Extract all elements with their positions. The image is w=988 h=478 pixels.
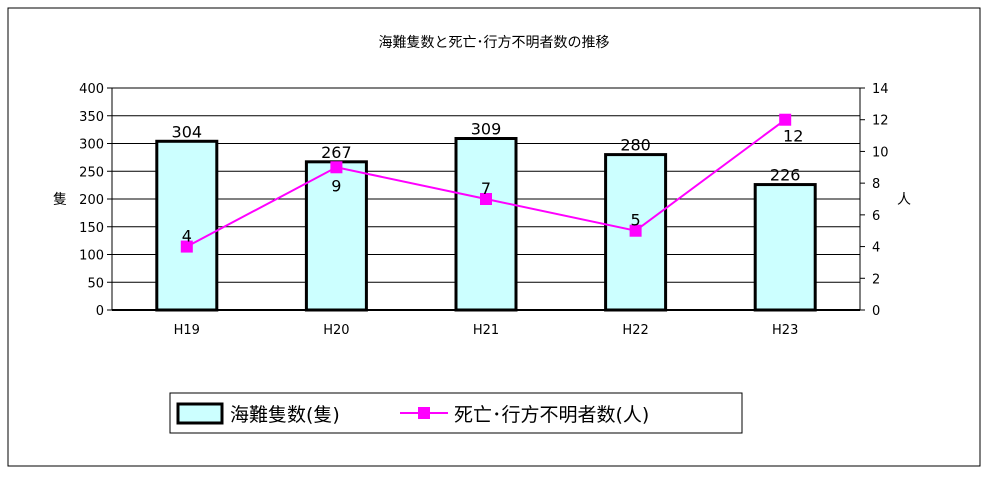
line-data-label: 9 — [331, 176, 341, 195]
y-tick-label: 150 — [79, 221, 104, 236]
y2-tick-label: 12 — [872, 114, 889, 129]
x-tick-label: H21 — [473, 323, 499, 338]
y-axis-label: 隻 — [53, 192, 67, 208]
y-tick-label: 400 — [79, 82, 104, 97]
legend-bar-swatch — [176, 402, 224, 425]
y2-tick-label: 8 — [872, 177, 880, 192]
y-tick-label: 100 — [79, 249, 104, 264]
y2-axis-label: 人 — [897, 192, 911, 208]
line-marker — [779, 113, 792, 126]
y2-tick-label: 4 — [872, 241, 880, 256]
line-data-label: 7 — [481, 179, 491, 198]
bar-data-label: 267 — [321, 143, 352, 162]
x-tick-label: H20 — [323, 323, 349, 338]
y-tick-label: 50 — [87, 276, 104, 291]
bar-data-label: 309 — [471, 120, 502, 139]
y-tick-label: 350 — [79, 110, 104, 125]
legend-line-marker — [418, 407, 430, 419]
line-marker — [180, 240, 193, 253]
line-marker — [330, 161, 343, 174]
y2-tick-label: 2 — [872, 272, 880, 287]
plot-area: 0 50 100 150 200 250 300 350 400 0 2 4 6 8 10 12 14 304 26… — [79, 82, 888, 338]
line-data-label: 12 — [783, 127, 803, 146]
y-tick-label: 0 — [96, 304, 104, 319]
line-marker — [480, 193, 492, 205]
bar-data-label: 304 — [172, 122, 203, 141]
y2-tick-label: 10 — [872, 145, 889, 160]
y2-tick-label: 14 — [872, 82, 889, 97]
y-tick-label: 300 — [79, 138, 104, 153]
bar-data-label: 280 — [620, 136, 651, 155]
bar-data-label: 226 — [770, 166, 801, 185]
y2-tick-label: 0 — [872, 304, 880, 319]
y-tick-label: 250 — [79, 165, 104, 180]
legend-line-label: 死亡･行方不明者数(人) — [454, 404, 649, 426]
x-tick-label: H23 — [772, 323, 798, 338]
legend-bar-label: 海難隻数(隻) — [230, 404, 340, 426]
line-data-label: 4 — [182, 227, 192, 246]
line-data-label: 5 — [631, 211, 641, 230]
bar — [454, 137, 518, 312]
legend-box — [169, 392, 743, 434]
legend: 海難隻数(隻) 死亡･行方不明者数(人) — [169, 392, 743, 434]
x-tick-label: H19 — [174, 323, 200, 338]
y2-tick-label: 6 — [872, 209, 880, 224]
bar — [753, 183, 817, 312]
line-marker — [629, 224, 642, 237]
x-tick-label: H22 — [622, 323, 648, 338]
y-tick-label: 200 — [79, 193, 104, 208]
chart-title: 海難隻数と死亡･行方不明者数の推移 — [379, 35, 610, 51]
